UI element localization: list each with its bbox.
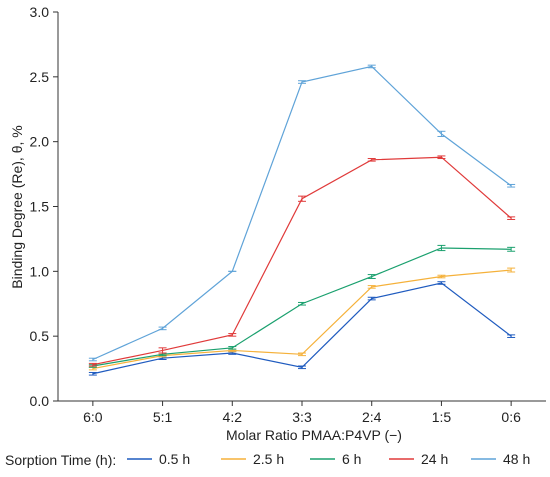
series-2.5h bbox=[88, 267, 516, 371]
legend-label-6h: 6 h bbox=[342, 451, 361, 467]
series-layer bbox=[88, 64, 516, 376]
legend-label-0.5h: 0.5 h bbox=[159, 451, 190, 467]
legend-label-2.5h: 2.5 h bbox=[253, 451, 284, 467]
data-point-error-bar bbox=[367, 64, 376, 69]
data-point-error-bar bbox=[437, 155, 446, 160]
data-point-error-bar bbox=[228, 333, 237, 337]
data-point-error-bar bbox=[507, 216, 516, 220]
data-point-error-bar bbox=[367, 158, 376, 162]
legend-title: Sorption Time (h): bbox=[5, 452, 116, 468]
data-point-error-bar bbox=[507, 183, 516, 188]
data-point-error-bar bbox=[298, 352, 306, 357]
series-6h bbox=[88, 244, 516, 368]
x-tick-label: 2:4 bbox=[362, 409, 382, 425]
data-point-error-bar bbox=[507, 246, 516, 252]
y-tick-label: 0.0 bbox=[30, 393, 50, 409]
data-point-error-bar bbox=[88, 362, 97, 367]
data-point-error-bar bbox=[298, 80, 306, 84]
series-line bbox=[92, 65, 512, 361]
y-axis-title: Binding Degree (Re), θ, % bbox=[9, 125, 25, 288]
data-point-error-bar bbox=[437, 274, 446, 279]
data-point-error-bar bbox=[367, 274, 376, 279]
series-line bbox=[92, 282, 512, 375]
data-point-error-bar bbox=[298, 365, 306, 370]
series-line bbox=[92, 247, 512, 367]
data-point-error-bar bbox=[228, 346, 237, 350]
series-24h bbox=[88, 155, 516, 367]
legend-label-24h: 24 h bbox=[421, 451, 448, 467]
x-tick-label: 5:1 bbox=[153, 409, 173, 425]
data-point-error-bar bbox=[298, 301, 306, 306]
x-axis-title: Molar Ratio PMAA:P4VP (−) bbox=[226, 427, 402, 443]
y-tick-label: 1.5 bbox=[30, 199, 50, 215]
data-point-error-bar bbox=[437, 244, 446, 252]
data-point-error-bar bbox=[367, 285, 376, 289]
data-point-error-bar bbox=[367, 296, 376, 301]
y-tick-label: 3.0 bbox=[30, 4, 50, 20]
y-tick-label: 0.5 bbox=[30, 328, 50, 344]
x-tick-label: 6:0 bbox=[83, 409, 103, 425]
data-point-error-bar bbox=[507, 267, 516, 273]
axes-layer: 0.0 0.5 1.0 1.5 2.0 2.5 3.0 6:0 5:1 4:2 3:3 2:4 1:5 0… bbox=[30, 4, 546, 425]
x-tick-label: 0:6 bbox=[501, 409, 521, 425]
y-tick-label: 2.5 bbox=[30, 69, 50, 85]
legend-label-48h: 48 h bbox=[503, 451, 530, 467]
x-tick-label: 1:5 bbox=[432, 409, 452, 425]
data-point-error-bar bbox=[298, 195, 306, 202]
x-tick-label: 4:2 bbox=[223, 409, 243, 425]
series-0.5h bbox=[88, 281, 516, 376]
series-48h bbox=[88, 64, 516, 362]
data-point-error-bar bbox=[437, 281, 446, 285]
data-point-error-bar bbox=[507, 334, 516, 338]
data-point-error-bar bbox=[88, 371, 97, 376]
y-tick-label: 1.0 bbox=[30, 263, 50, 279]
x-tick-label: 3:3 bbox=[292, 409, 312, 425]
data-point-error-bar bbox=[437, 130, 446, 137]
y-tick-label: 2.0 bbox=[30, 134, 50, 150]
series-line bbox=[92, 156, 512, 366]
data-point-error-bar bbox=[158, 326, 167, 331]
data-point-error-bar bbox=[158, 347, 167, 354]
legend: Sorption Time (h): 0.5 h 2.5 h 6 h 24 h 48 h bbox=[5, 451, 530, 468]
data-point-error-bar bbox=[88, 357, 97, 362]
